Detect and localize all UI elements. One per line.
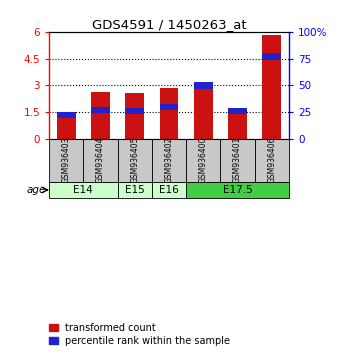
- Bar: [83, 139, 118, 182]
- Text: GSM936404: GSM936404: [96, 137, 105, 183]
- Text: GSM936405: GSM936405: [130, 137, 139, 183]
- Bar: [125, 108, 144, 114]
- Bar: [160, 88, 178, 139]
- Bar: [57, 112, 76, 119]
- Bar: [57, 113, 76, 139]
- Bar: [186, 182, 289, 198]
- Text: GSM936400: GSM936400: [199, 137, 208, 183]
- Text: E15: E15: [125, 185, 145, 195]
- Bar: [220, 139, 255, 182]
- Bar: [49, 182, 118, 198]
- Bar: [228, 108, 247, 114]
- Bar: [228, 109, 247, 139]
- Bar: [186, 139, 220, 182]
- Text: E14: E14: [73, 185, 93, 195]
- Text: E17.5: E17.5: [223, 185, 252, 195]
- Bar: [91, 107, 110, 113]
- Text: age: age: [27, 185, 46, 195]
- Bar: [152, 182, 186, 198]
- Legend: transformed count, percentile rank within the sample: transformed count, percentile rank withi…: [49, 323, 230, 346]
- Bar: [194, 85, 213, 139]
- Bar: [91, 92, 110, 139]
- Text: E16: E16: [159, 185, 179, 195]
- Bar: [49, 139, 83, 182]
- Bar: [160, 103, 178, 110]
- Text: GSM936401: GSM936401: [233, 137, 242, 183]
- Bar: [125, 93, 144, 139]
- Bar: [194, 82, 213, 88]
- Bar: [152, 139, 186, 182]
- Text: GSM936406: GSM936406: [267, 137, 276, 183]
- Title: GDS4591 / 1450263_at: GDS4591 / 1450263_at: [92, 18, 246, 31]
- Bar: [255, 139, 289, 182]
- Bar: [262, 35, 281, 139]
- Text: GSM936402: GSM936402: [165, 137, 173, 183]
- Text: GSM936403: GSM936403: [62, 137, 71, 183]
- Bar: [118, 182, 152, 198]
- Bar: [118, 139, 152, 182]
- Bar: [262, 53, 281, 60]
